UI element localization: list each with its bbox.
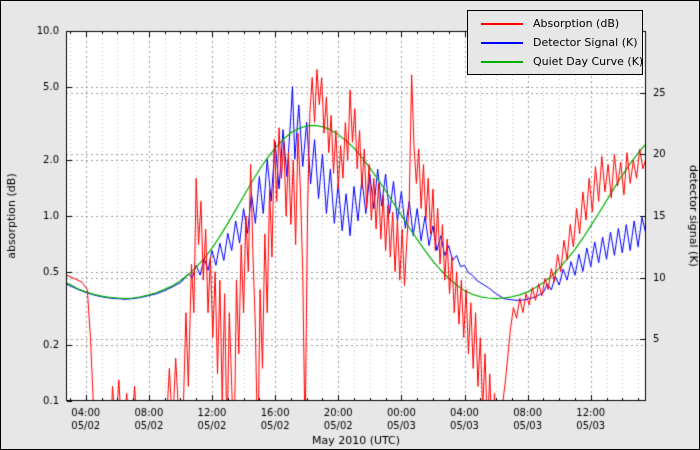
legend-entry-detector-signal: Detector Signal (K)	[468, 33, 642, 52]
chart-legend: Absorption (dB) Detector Signal (K) Quie…	[467, 10, 643, 75]
legend-label-detector-signal: Detector Signal (K)	[533, 36, 638, 49]
legend-label-quiet-day-curve: Quiet Day Curve (K)	[533, 55, 644, 68]
legend-label-absorption: Absorption (dB)	[533, 17, 620, 30]
legend-line-sample-quiet-day-curve	[481, 60, 523, 63]
legend-line-sample-absorption	[481, 22, 523, 25]
legend-line-sample-detector-signal	[481, 41, 523, 44]
legend-entry-quiet-day-curve: Quiet Day Curve (K)	[468, 52, 644, 71]
legend-entry-absorption: Absorption (dB)	[468, 14, 642, 33]
